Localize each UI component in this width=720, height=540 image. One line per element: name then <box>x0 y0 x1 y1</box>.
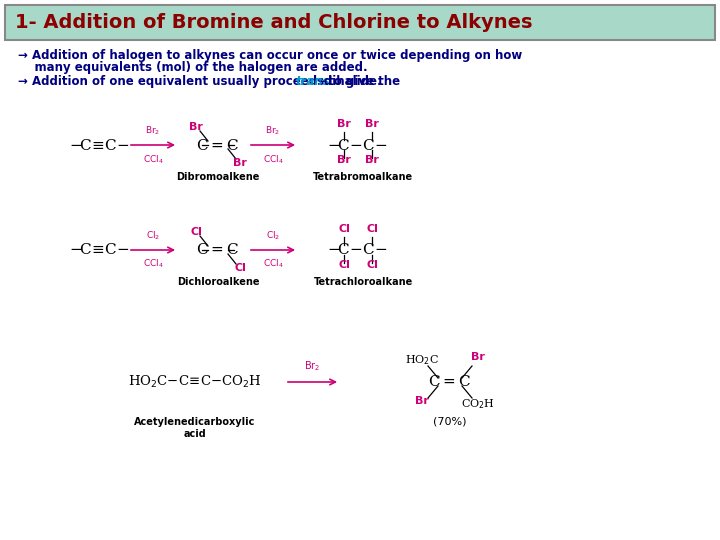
Text: Cl$_2$: Cl$_2$ <box>146 230 160 242</box>
Text: → Addition of halogen to alkynes can occur once or twice depending on how: → Addition of halogen to alkynes can occ… <box>18 49 522 62</box>
Text: Cl: Cl <box>338 224 350 234</box>
Text: Dibromoalkene: Dibromoalkene <box>176 172 260 182</box>
Text: Cl$_2$: Cl$_2$ <box>266 230 280 242</box>
Text: $-\!$C$\!-\!$C$\!-$: $-\!$C$\!-\!$C$\!-$ <box>328 138 389 152</box>
Text: Br$_2$: Br$_2$ <box>304 359 320 373</box>
Text: Br: Br <box>233 158 247 168</box>
Text: Tetrabromoalkane: Tetrabromoalkane <box>313 172 413 182</box>
Text: HO$_2$C: HO$_2$C <box>405 353 439 367</box>
Text: $-\!$C$\!\equiv\!$C$\!-$: $-\!$C$\!\equiv\!$C$\!-$ <box>69 138 130 152</box>
Text: Br$_2$: Br$_2$ <box>145 125 161 137</box>
Text: HO$_2$C$-$C$\!\equiv\!$C$-$CO$_2$H: HO$_2$C$-$C$\!\equiv\!$C$-$CO$_2$H <box>128 374 262 390</box>
Text: Br: Br <box>189 122 203 132</box>
Text: C$=$C: C$=$C <box>428 375 472 389</box>
Text: → Addition of one equivalent usually proceeds to give the: → Addition of one equivalent usually pro… <box>18 75 404 88</box>
Text: trans: trans <box>295 75 330 88</box>
Text: Br$_2$: Br$_2$ <box>265 125 281 137</box>
Text: Cl: Cl <box>338 260 350 270</box>
Text: Br: Br <box>337 119 351 129</box>
Text: $-\!$C$\!-\!$C$\!-$: $-\!$C$\!-\!$C$\!-$ <box>328 242 389 258</box>
Text: Cl: Cl <box>366 260 378 270</box>
Text: Acetylenedicarboxylic: Acetylenedicarboxylic <box>135 417 256 427</box>
Text: CCl$_4$: CCl$_4$ <box>143 258 163 271</box>
Text: CCl$_4$: CCl$_4$ <box>263 153 284 165</box>
Text: Br: Br <box>365 119 379 129</box>
Text: C$=$C: C$=$C <box>197 242 240 258</box>
Text: Br: Br <box>365 155 379 165</box>
Text: -dihalide.: -dihalide. <box>319 75 382 88</box>
Text: Br: Br <box>415 396 429 406</box>
Text: C$=$C: C$=$C <box>197 138 240 152</box>
Text: Dichloroalkene: Dichloroalkene <box>176 277 259 287</box>
Text: $-\!$C$\!\equiv\!$C$\!-$: $-\!$C$\!\equiv\!$C$\!-$ <box>69 242 130 258</box>
Text: CCl$_4$: CCl$_4$ <box>263 258 284 271</box>
Text: CO$_2$H: CO$_2$H <box>461 397 495 411</box>
Text: many equivalents (mol) of the halogen are added.: many equivalents (mol) of the halogen ar… <box>18 61 368 74</box>
Text: Cl: Cl <box>234 263 246 273</box>
Text: Br: Br <box>471 352 485 362</box>
Text: Cl: Cl <box>366 224 378 234</box>
Text: Tetrachloroalkane: Tetrachloroalkane <box>313 277 413 287</box>
Text: 1- Addition of Bromine and Chlorine to Alkynes: 1- Addition of Bromine and Chlorine to A… <box>15 14 533 32</box>
Text: CCl$_4$: CCl$_4$ <box>143 153 163 165</box>
Text: Cl: Cl <box>190 227 202 237</box>
Text: acid: acid <box>184 429 207 439</box>
Text: (70%): (70%) <box>433 417 467 427</box>
Bar <box>5 5 715 40</box>
Text: Br: Br <box>337 155 351 165</box>
